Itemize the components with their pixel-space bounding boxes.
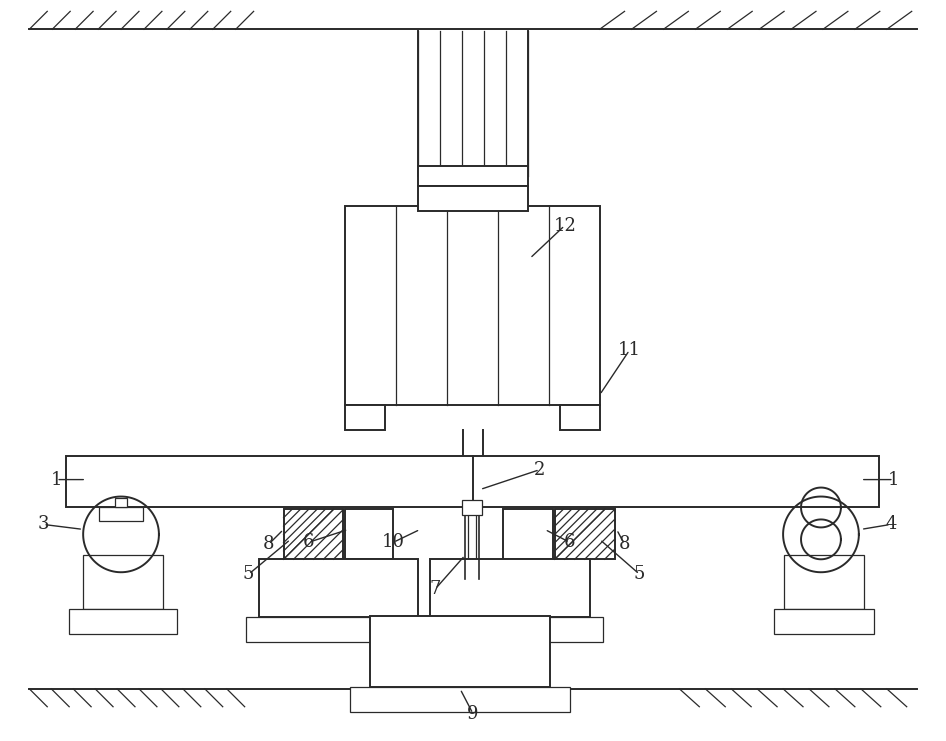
Bar (345, 405, 385, 430)
Text: 6: 6 (564, 534, 575, 551)
Text: 11: 11 (618, 341, 641, 359)
Bar (66, 456, 879, 508)
Bar (464, 574, 480, 584)
Bar (784, 555, 864, 609)
Text: 2: 2 (534, 461, 546, 479)
Text: 5: 5 (243, 565, 254, 583)
Text: 9: 9 (467, 705, 479, 722)
Text: 5: 5 (634, 565, 645, 583)
Text: 4: 4 (885, 516, 897, 534)
Text: 8: 8 (263, 535, 274, 554)
Bar (115, 497, 127, 508)
Bar (69, 609, 177, 634)
Text: 10: 10 (382, 534, 405, 551)
Bar (345, 510, 394, 559)
Bar (258, 559, 418, 617)
Bar (503, 510, 552, 559)
Text: 8: 8 (619, 535, 630, 554)
Bar (462, 499, 482, 516)
Bar (370, 616, 550, 687)
Bar (350, 687, 569, 711)
Text: 7: 7 (429, 580, 441, 598)
Bar (774, 609, 874, 634)
Bar (418, 617, 603, 642)
Text: 3: 3 (38, 516, 49, 534)
Bar (246, 617, 430, 642)
Bar (554, 510, 615, 559)
Text: 1: 1 (50, 471, 62, 488)
Bar (345, 205, 600, 405)
Bar (83, 555, 163, 609)
Text: 1: 1 (888, 471, 900, 488)
Text: 6: 6 (303, 534, 314, 551)
Bar (284, 510, 343, 559)
Text: 12: 12 (553, 216, 576, 235)
Bar (99, 508, 143, 522)
Bar (418, 186, 528, 210)
Bar (430, 559, 589, 617)
Bar (418, 166, 528, 186)
Bar (560, 405, 600, 430)
